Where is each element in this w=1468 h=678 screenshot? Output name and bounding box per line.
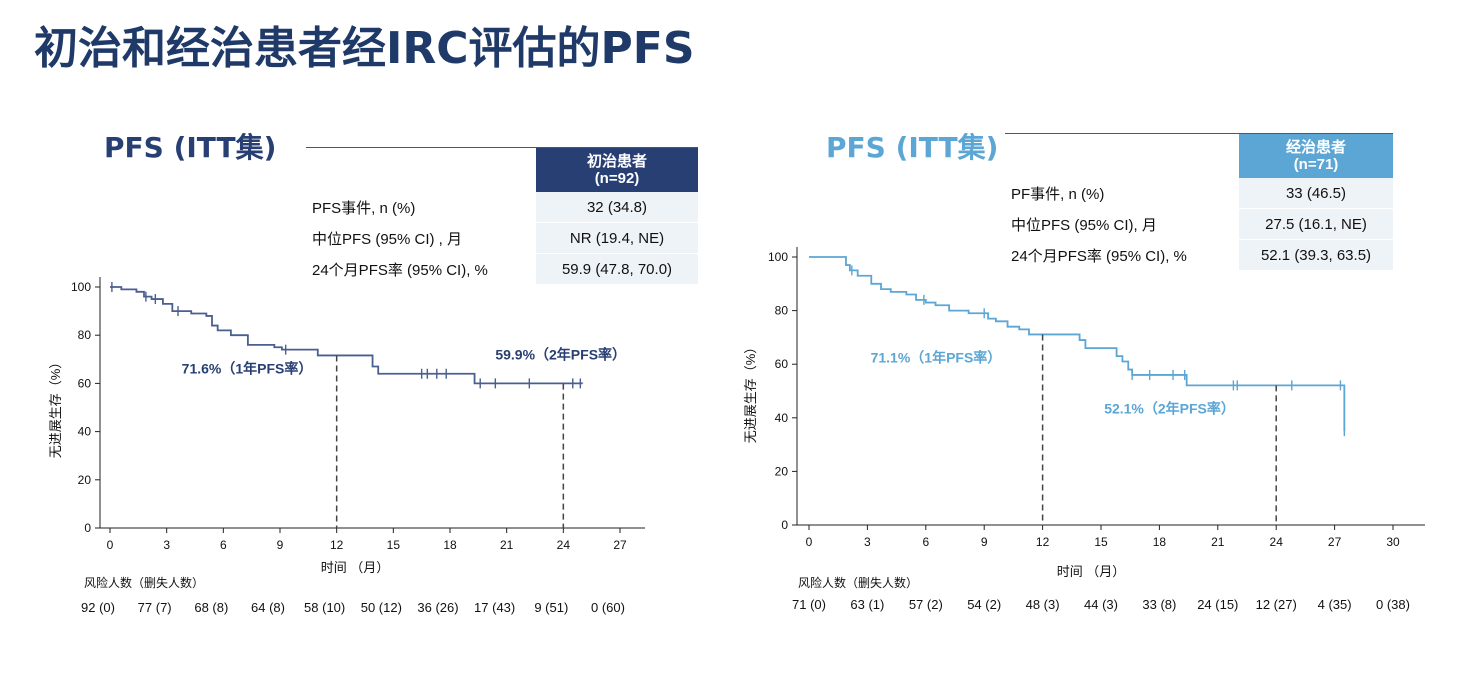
risk-count: 36 (26) bbox=[417, 600, 459, 615]
group-header-left: 初治患者 (n=92) bbox=[536, 147, 698, 192]
y-tick-label: 80 bbox=[775, 304, 789, 318]
x-tick-label: 15 bbox=[387, 538, 401, 552]
risk-count: 71 (0) bbox=[792, 597, 826, 612]
x-tick-label: 9 bbox=[981, 535, 988, 549]
y-tick-label: 0 bbox=[781, 518, 788, 532]
milestone-label: 52.1%（2年PFS率） bbox=[1104, 400, 1235, 416]
risk-count: 54 (2) bbox=[967, 597, 1002, 612]
x-tick-label: 3 bbox=[163, 538, 170, 552]
risk-row-right: 71 (0) 63 (1) 57 (2) 54 (2) 48 (3) 44 (3) 33 (… bbox=[0, 597, 1468, 615]
y-axis-label: 无进展生存（%） bbox=[743, 341, 758, 444]
x-axis-label: 时间 （月） bbox=[1057, 564, 1126, 579]
risk-count: 17 (43) bbox=[474, 600, 516, 615]
y-tick-label: 100 bbox=[768, 250, 788, 264]
x-tick-label: 3 bbox=[864, 535, 871, 549]
risk-count: 64 (8) bbox=[251, 600, 285, 615]
table-row: 24个月PFS率 (95% CI), % 59.9 (47.8, 70.0) bbox=[306, 253, 698, 285]
page-title: 初治和经治患者经IRC评估的PFS bbox=[34, 23, 695, 74]
x-axis-label: 时间 （月） bbox=[321, 560, 390, 575]
y-tick-label: 60 bbox=[78, 376, 92, 390]
risk-count: 68 (8) bbox=[194, 600, 229, 615]
risk-count: 44 (3) bbox=[1084, 597, 1118, 612]
x-tick-label: 24 bbox=[557, 538, 571, 552]
table-row: PF事件, n (%) 33 (46.5) bbox=[1005, 178, 1393, 209]
x-tick-label: 6 bbox=[922, 535, 929, 549]
milestone-label: 71.1%（1年PFS率） bbox=[871, 349, 1002, 365]
x-tick-label: 24 bbox=[1270, 535, 1284, 549]
x-tick-label: 27 bbox=[613, 538, 627, 552]
risk-table-header-right: 风险人数（删失人数） bbox=[798, 576, 919, 590]
y-tick-label: 60 bbox=[775, 357, 789, 371]
risk-count: 58 (10) bbox=[304, 600, 346, 615]
group-header-right: 经治患者 (n=71) bbox=[1239, 133, 1393, 178]
table-row: 中位PFS (95% CI) , 月 NR (19.4, NE) bbox=[306, 222, 698, 254]
km-chart-left: 0 20 40 60 80 100 0 3 6 9 12 15 18 21 24 27 无进展生存（%） 时间 （… bbox=[48, 277, 645, 575]
risk-count: 9 (51) bbox=[534, 600, 569, 615]
milestone-label: 71.6%（1年PFS率） bbox=[182, 360, 313, 376]
risk-table-header-left: 风险人数（删失人数） bbox=[84, 576, 205, 590]
stats-table-right: 经治患者 (n=71) PF事件, n (%) 33 (46.5) 中位PFS (… bbox=[1005, 133, 1393, 271]
risk-count: 33 (8) bbox=[1142, 597, 1177, 612]
x-tick-label: 21 bbox=[500, 538, 514, 552]
y-tick-label: 80 bbox=[78, 328, 92, 342]
x-tick-label: 9 bbox=[277, 538, 284, 552]
x-tick-label: 18 bbox=[443, 538, 457, 552]
km-curve bbox=[809, 256, 1346, 432]
x-tick-label: 18 bbox=[1153, 535, 1167, 549]
milestone-label: 59.9%（2年PFS率） bbox=[495, 347, 626, 363]
y-tick-label: 20 bbox=[775, 464, 789, 478]
risk-count: 57 (2) bbox=[908, 597, 943, 612]
risk-count: 48 (3) bbox=[1025, 597, 1060, 612]
table-row: PFS事件, n (%) 32 (34.8) bbox=[306, 192, 698, 223]
y-axis-label: 无进展生存（%） bbox=[48, 356, 63, 459]
y-tick-label: 40 bbox=[775, 411, 789, 425]
x-tick-label: 12 bbox=[330, 538, 344, 552]
risk-count: 12 (27) bbox=[1255, 597, 1297, 612]
y-tick-label: 100 bbox=[71, 280, 91, 294]
risk-row-left: 92 (0) 77 (7) 68 (8) 64 (8) 58 (10) 50 (12) 36… bbox=[0, 600, 680, 618]
risk-count: 0 (38) bbox=[1376, 597, 1410, 612]
x-tick-label: 0 bbox=[806, 535, 813, 549]
x-tick-label: 21 bbox=[1211, 535, 1225, 549]
risk-count: 77 (7) bbox=[137, 600, 172, 615]
y-tick-label: 20 bbox=[78, 473, 92, 487]
risk-count: 92 (0) bbox=[81, 600, 115, 615]
risk-count: 63 (1) bbox=[850, 597, 885, 612]
table-row: 24个月PFS率 (95% CI), % 52.1 (39.3, 63.5) bbox=[1005, 239, 1393, 271]
table-row: 中位PFS (95% CI), 月 27.5 (16.1, NE) bbox=[1005, 208, 1393, 240]
stats-table-left: 初治患者 (n=92) PFS事件, n (%) 32 (34.8) 中位PFS … bbox=[306, 147, 698, 285]
x-tick-label: 0 bbox=[107, 538, 114, 552]
x-tick-label: 27 bbox=[1328, 535, 1342, 549]
risk-count: 0 (60) bbox=[591, 600, 625, 615]
x-tick-label: 15 bbox=[1094, 535, 1108, 549]
x-tick-label: 6 bbox=[220, 538, 227, 552]
y-tick-label: 40 bbox=[78, 425, 92, 439]
panel-title-right: PFS (ITT集) bbox=[826, 131, 999, 164]
y-tick-label: 0 bbox=[84, 521, 91, 535]
x-tick-label: 30 bbox=[1386, 535, 1400, 549]
risk-count: 50 (12) bbox=[360, 600, 402, 615]
risk-count: 24 (15) bbox=[1197, 597, 1239, 612]
risk-count: 4 (35) bbox=[1317, 597, 1352, 612]
panel-title-left: PFS (ITT集) bbox=[104, 131, 277, 164]
x-tick-label: 12 bbox=[1036, 535, 1050, 549]
